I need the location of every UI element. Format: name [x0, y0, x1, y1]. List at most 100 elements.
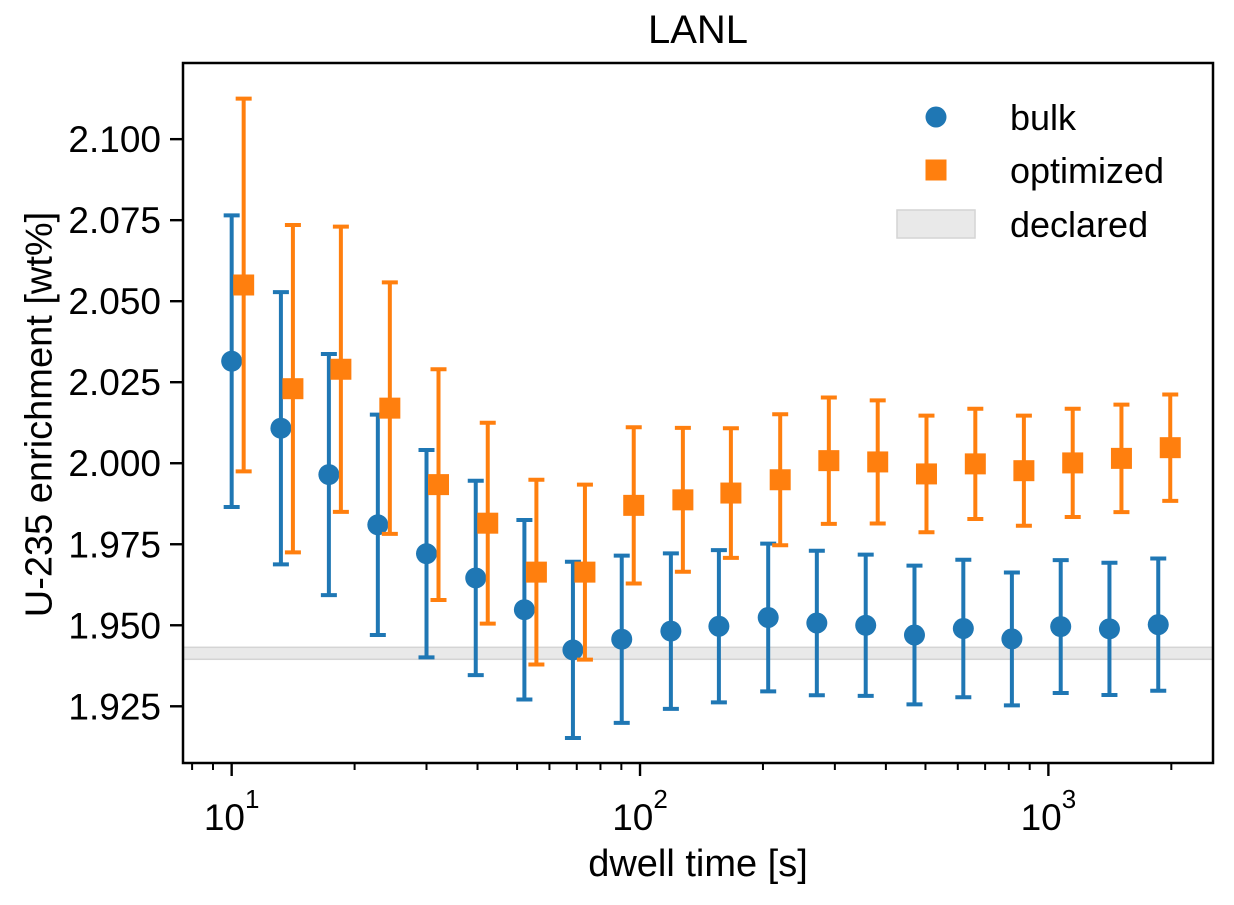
errorbar-bulk — [708, 548, 730, 705]
y-axis-tick-label: 1.950 — [68, 605, 161, 646]
errorbar-optimized — [525, 477, 547, 667]
declared-band — [182, 646, 1214, 661]
errorbar-bulk — [660, 551, 682, 711]
data-point-optimized — [867, 451, 889, 473]
data-point-bulk — [952, 618, 974, 640]
data-point-optimized — [1013, 460, 1035, 482]
x-axis: 101 102 103 — [191, 763, 1173, 838]
data-point-optimized — [818, 450, 840, 472]
errorbar-bulk — [1050, 558, 1072, 695]
data-point-optimized — [720, 482, 742, 504]
x-axis-label: dwell time [s] — [588, 843, 808, 885]
data-point-bulk — [1098, 618, 1120, 640]
errorbar-optimized — [915, 413, 937, 535]
data-point-optimized — [1110, 447, 1132, 469]
errorbar-bulk — [270, 290, 292, 567]
errorbar-bulk — [952, 557, 974, 700]
y-axis-tick-label: 2.100 — [68, 119, 161, 160]
y-axis-tick-label: 1.925 — [68, 686, 161, 727]
series-bulk — [221, 213, 1169, 741]
data-point-bulk — [1147, 614, 1169, 636]
errorbar-optimized — [769, 412, 791, 548]
data-point-bulk — [416, 543, 438, 565]
data-point-bulk — [318, 464, 340, 486]
data-point-optimized — [282, 378, 304, 400]
errorbar-bulk — [806, 548, 828, 698]
legend-marker-patch — [896, 209, 976, 239]
errorbar-bulk — [757, 541, 779, 694]
errorbar-bulk — [416, 447, 438, 660]
data-point-optimized — [428, 474, 450, 496]
data-point-optimized — [964, 453, 986, 475]
axes-spines — [181, 61, 1215, 765]
legend-label-declared: declared — [1010, 204, 1148, 245]
y-axis-tick-label: 2.025 — [68, 362, 161, 403]
errorbar-bulk — [1098, 560, 1120, 697]
errorbar-optimized — [1110, 402, 1132, 515]
y-axis-tick-label: 1.975 — [68, 524, 161, 565]
errorbar-bulk — [367, 412, 389, 637]
data-point-optimized — [574, 561, 596, 583]
y-axis: 1.925 1.950 1.975 2.000 2.025 2.050 2.075 2.100 — [68, 119, 183, 727]
data-point-bulk — [708, 615, 730, 637]
errorbar-bulk — [562, 559, 584, 741]
data-point-optimized — [525, 561, 547, 583]
errorbar-bulk — [903, 563, 925, 707]
errorbar-optimized — [1013, 413, 1035, 528]
errorbar-optimized — [233, 96, 255, 474]
errorbar-bulk — [611, 553, 633, 725]
y-axis-tick-label: 2.050 — [68, 281, 161, 322]
data-point-bulk — [465, 567, 487, 589]
y-axis-label: U-235 enrichment [wt%] — [18, 211, 61, 618]
data-point-bulk — [367, 514, 389, 536]
errorbar-optimized — [818, 395, 840, 526]
data-point-bulk — [855, 614, 877, 636]
data-point-bulk — [270, 417, 292, 439]
legend-marker-circle — [925, 106, 947, 128]
errorbar-bulk — [1147, 556, 1169, 693]
legend-entry-optimized: optimized — [925, 150, 1164, 191]
data-point-bulk — [611, 628, 633, 650]
series-optimized — [233, 96, 1181, 667]
legend-marker-square — [925, 159, 947, 181]
data-point-bulk — [562, 639, 584, 661]
errorbar-optimized — [1159, 392, 1181, 503]
data-point-bulk — [660, 620, 682, 642]
errorbar-optimized — [1062, 406, 1084, 520]
errorbar-optimized — [379, 280, 401, 536]
data-point-bulk — [1050, 616, 1072, 638]
data-point-bulk — [221, 350, 243, 372]
errorbar-optimized — [574, 482, 596, 662]
errorbar-bulk — [855, 552, 877, 698]
errorbar-optimized — [623, 425, 645, 586]
errorbar-optimized — [477, 420, 499, 626]
data-point-bulk — [1001, 628, 1023, 650]
legend-label-optimized: optimized — [1010, 150, 1164, 191]
data-point-optimized — [672, 489, 694, 511]
errorbar-bulk — [318, 352, 340, 598]
errorbar-optimized — [330, 224, 352, 514]
errorbar-optimized — [672, 425, 694, 574]
x-axis-tick-label: 101 — [204, 784, 260, 838]
errorbar-optimized — [720, 426, 742, 560]
legend-label-bulk: bulk — [1010, 97, 1077, 138]
errorbar-optimized — [867, 398, 889, 526]
y-axis-tick-label: 2.000 — [68, 443, 161, 484]
errorbar-optimized — [964, 406, 986, 521]
y-axis-tick-label: 2.075 — [68, 200, 161, 241]
legend-entry-declared: declared — [896, 204, 1148, 245]
data-point-optimized — [623, 494, 645, 516]
errorbar-bulk — [1001, 570, 1023, 708]
data-point-optimized — [915, 463, 937, 485]
errorbar-bulk — [221, 213, 243, 509]
data-point-optimized — [477, 512, 499, 534]
legend: bulk optimized declared — [896, 97, 1164, 245]
x-axis-tick-label: 102 — [612, 784, 668, 838]
data-point-optimized — [1159, 437, 1181, 459]
errorbar-bulk — [465, 478, 487, 678]
x-axis-tick-label: 103 — [1021, 784, 1077, 838]
legend-entry-bulk: bulk — [925, 97, 1077, 138]
data-point-bulk — [513, 599, 535, 621]
